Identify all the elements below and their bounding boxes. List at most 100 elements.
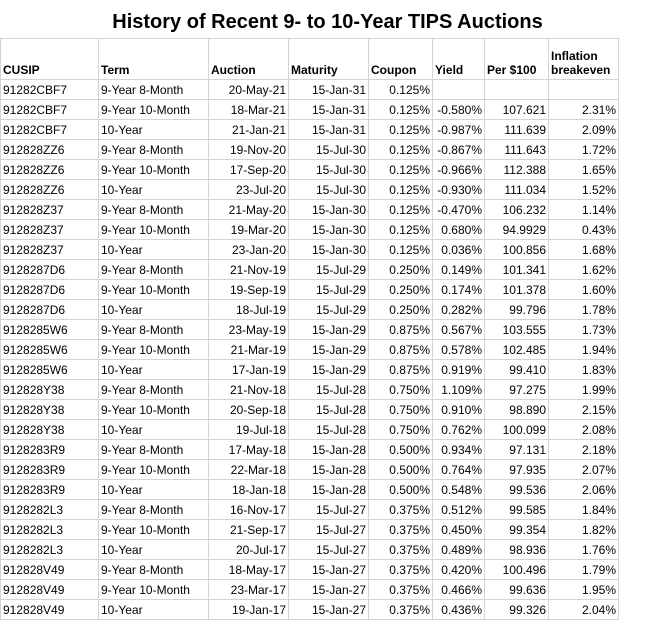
auction-cell: 21-Nov-19 — [208, 259, 289, 280]
table-row: 912828V49 9-Year 8-Month 18-May-17 15-Jan-2… — [0, 559, 619, 580]
table-row: 912828ZZ6 9-Year 10-Month 17-Sep-20 15-Jul-… — [0, 159, 619, 180]
yield-cell: -0.966% — [432, 159, 485, 180]
yield-cell: 0.578% — [432, 339, 485, 360]
term-cell: 10-Year — [98, 479, 209, 500]
coupon-cell: 0.125% — [368, 239, 433, 260]
auction-cell: 23-Mar-17 — [208, 579, 289, 600]
per-100-cell: 100.496 — [484, 559, 549, 580]
header-yield: Yield — [432, 38, 485, 80]
auction-cell: 17-Jan-19 — [208, 359, 289, 380]
coupon-cell: 0.500% — [368, 479, 433, 500]
auction-cell: 20-Jul-17 — [208, 539, 289, 560]
term-cell: 9-Year 8-Month — [98, 379, 209, 400]
coupon-cell: 0.375% — [368, 599, 433, 620]
auction-cell: 21-Mar-19 — [208, 339, 289, 360]
table-row: 9128282L3 10-Year 20-Jul-17 15-Jul-27 0.375%… — [0, 539, 619, 560]
cusip-cell: 912828Y38 — [0, 399, 99, 420]
breakeven-cell: 1.76% — [548, 539, 619, 560]
table-row: 91282CBF7 10-Year 21-Jan-21 15-Jan-31 0.125%… — [0, 119, 619, 140]
yield-cell: 0.762% — [432, 419, 485, 440]
auction-cell: 19-Jan-17 — [208, 599, 289, 620]
auction-cell: 21-May-20 — [208, 199, 289, 220]
table-row: 912828Y38 9-Year 10-Month 20-Sep-18 15-Jul-… — [0, 399, 619, 420]
table-row: 912828Z37 9-Year 8-Month 21-May-20 15-Jan-3… — [0, 199, 619, 220]
per-100-cell: 101.378 — [484, 279, 549, 300]
auction-cell: 22-Mar-18 — [208, 459, 289, 480]
table-body: 91282CBF7 9-Year 8-Month 20-May-21 15-Jan-3… — [0, 79, 619, 620]
per-100-cell: 99.326 — [484, 599, 549, 620]
header-per-100: Per $100 — [484, 38, 549, 80]
yield-cell: 0.174% — [432, 279, 485, 300]
yield-cell: 1.109% — [432, 379, 485, 400]
auction-cell: 21-Jan-21 — [208, 119, 289, 140]
table-row: 9128283R9 10-Year 18-Jan-18 15-Jan-28 0.500%… — [0, 479, 619, 500]
cusip-cell: 912828V49 — [0, 579, 99, 600]
cusip-cell: 9128282L3 — [0, 539, 99, 560]
table-row: 912828Y38 10-Year 19-Jul-18 15-Jul-28 0.750%… — [0, 419, 619, 440]
per-100-cell: 99.536 — [484, 479, 549, 500]
term-cell: 9-Year 10-Month — [98, 399, 209, 420]
header-maturity: Maturity — [288, 38, 369, 80]
per-100-cell: 97.935 — [484, 459, 549, 480]
maturity-cell: 15-Jul-27 — [288, 519, 369, 540]
coupon-cell: 0.375% — [368, 579, 433, 600]
header-row: CUSIP Term Auction Maturity Coupon Yield… — [0, 38, 619, 80]
breakeven-cell: 1.72% — [548, 139, 619, 160]
table-row: 9128282L3 9-Year 10-Month 21-Sep-17 15-Jul-… — [0, 519, 619, 540]
per-100-cell — [484, 79, 549, 100]
cusip-cell: 9128287D6 — [0, 299, 99, 320]
maturity-cell: 15-Jan-27 — [288, 559, 369, 580]
breakeven-cell: 1.79% — [548, 559, 619, 580]
maturity-cell: 15-Jan-27 — [288, 599, 369, 620]
maturity-cell: 15-Jul-29 — [288, 259, 369, 280]
term-cell: 9-Year 10-Month — [98, 579, 209, 600]
term-cell: 10-Year — [98, 299, 209, 320]
per-100-cell: 99.796 — [484, 299, 549, 320]
maturity-cell: 15-Jul-28 — [288, 419, 369, 440]
breakeven-cell: 1.62% — [548, 259, 619, 280]
coupon-cell: 0.750% — [368, 419, 433, 440]
maturity-cell: 15-Jan-29 — [288, 319, 369, 340]
table-row: 9128283R9 9-Year 10-Month 22-Mar-18 15-Jan-… — [0, 459, 619, 480]
per-100-cell: 99.636 — [484, 579, 549, 600]
breakeven-cell: 1.99% — [548, 379, 619, 400]
table-row: 9128285W6 9-Year 10-Month 21-Mar-19 15-Jan-… — [0, 339, 619, 360]
coupon-cell: 0.125% — [368, 139, 433, 160]
coupon-cell: 0.875% — [368, 339, 433, 360]
yield-cell: 0.282% — [432, 299, 485, 320]
table-row: 91282CBF7 9-Year 10-Month 18-Mar-21 15-Jan-… — [0, 99, 619, 120]
auction-cell: 19-Mar-20 — [208, 219, 289, 240]
coupon-cell: 0.125% — [368, 119, 433, 140]
breakeven-cell: 1.68% — [548, 239, 619, 260]
coupon-cell: 0.250% — [368, 299, 433, 320]
term-cell: 9-Year 8-Month — [98, 439, 209, 460]
maturity-cell: 15-Jan-30 — [288, 239, 369, 260]
breakeven-cell: 2.31% — [548, 99, 619, 120]
auction-cell: 16-Nov-17 — [208, 499, 289, 520]
yield-cell: 0.548% — [432, 479, 485, 500]
table-row: 9128287D6 9-Year 10-Month 19-Sep-19 15-Jul-… — [0, 279, 619, 300]
cusip-cell: 912828ZZ6 — [0, 159, 99, 180]
per-100-cell: 106.232 — [484, 199, 549, 220]
coupon-cell: 0.250% — [368, 279, 433, 300]
yield-cell: -0.470% — [432, 199, 485, 220]
table-row: 912828Y38 9-Year 8-Month 21-Nov-18 15-Jul-2… — [0, 379, 619, 400]
table-row: 91282CBF7 9-Year 8-Month 20-May-21 15-Jan-3… — [0, 79, 619, 100]
term-cell: 10-Year — [98, 539, 209, 560]
coupon-cell: 0.125% — [368, 159, 433, 180]
coupon-cell: 0.125% — [368, 219, 433, 240]
breakeven-cell: 2.07% — [548, 459, 619, 480]
maturity-cell: 15-Jul-27 — [288, 499, 369, 520]
term-cell: 9-Year 8-Month — [98, 79, 209, 100]
yield-cell: -0.987% — [432, 119, 485, 140]
breakeven-cell: 1.83% — [548, 359, 619, 380]
per-100-cell: 98.890 — [484, 399, 549, 420]
table-row: 912828Z37 9-Year 10-Month 19-Mar-20 15-Jan-… — [0, 219, 619, 240]
per-100-cell: 100.099 — [484, 419, 549, 440]
yield-cell: 0.567% — [432, 319, 485, 340]
coupon-cell: 0.125% — [368, 179, 433, 200]
term-cell: 9-Year 10-Month — [98, 219, 209, 240]
term-cell: 9-Year 8-Month — [98, 139, 209, 160]
yield-cell: -0.580% — [432, 99, 485, 120]
table-row: 9128283R9 9-Year 8-Month 17-May-18 15-Jan-2… — [0, 439, 619, 460]
